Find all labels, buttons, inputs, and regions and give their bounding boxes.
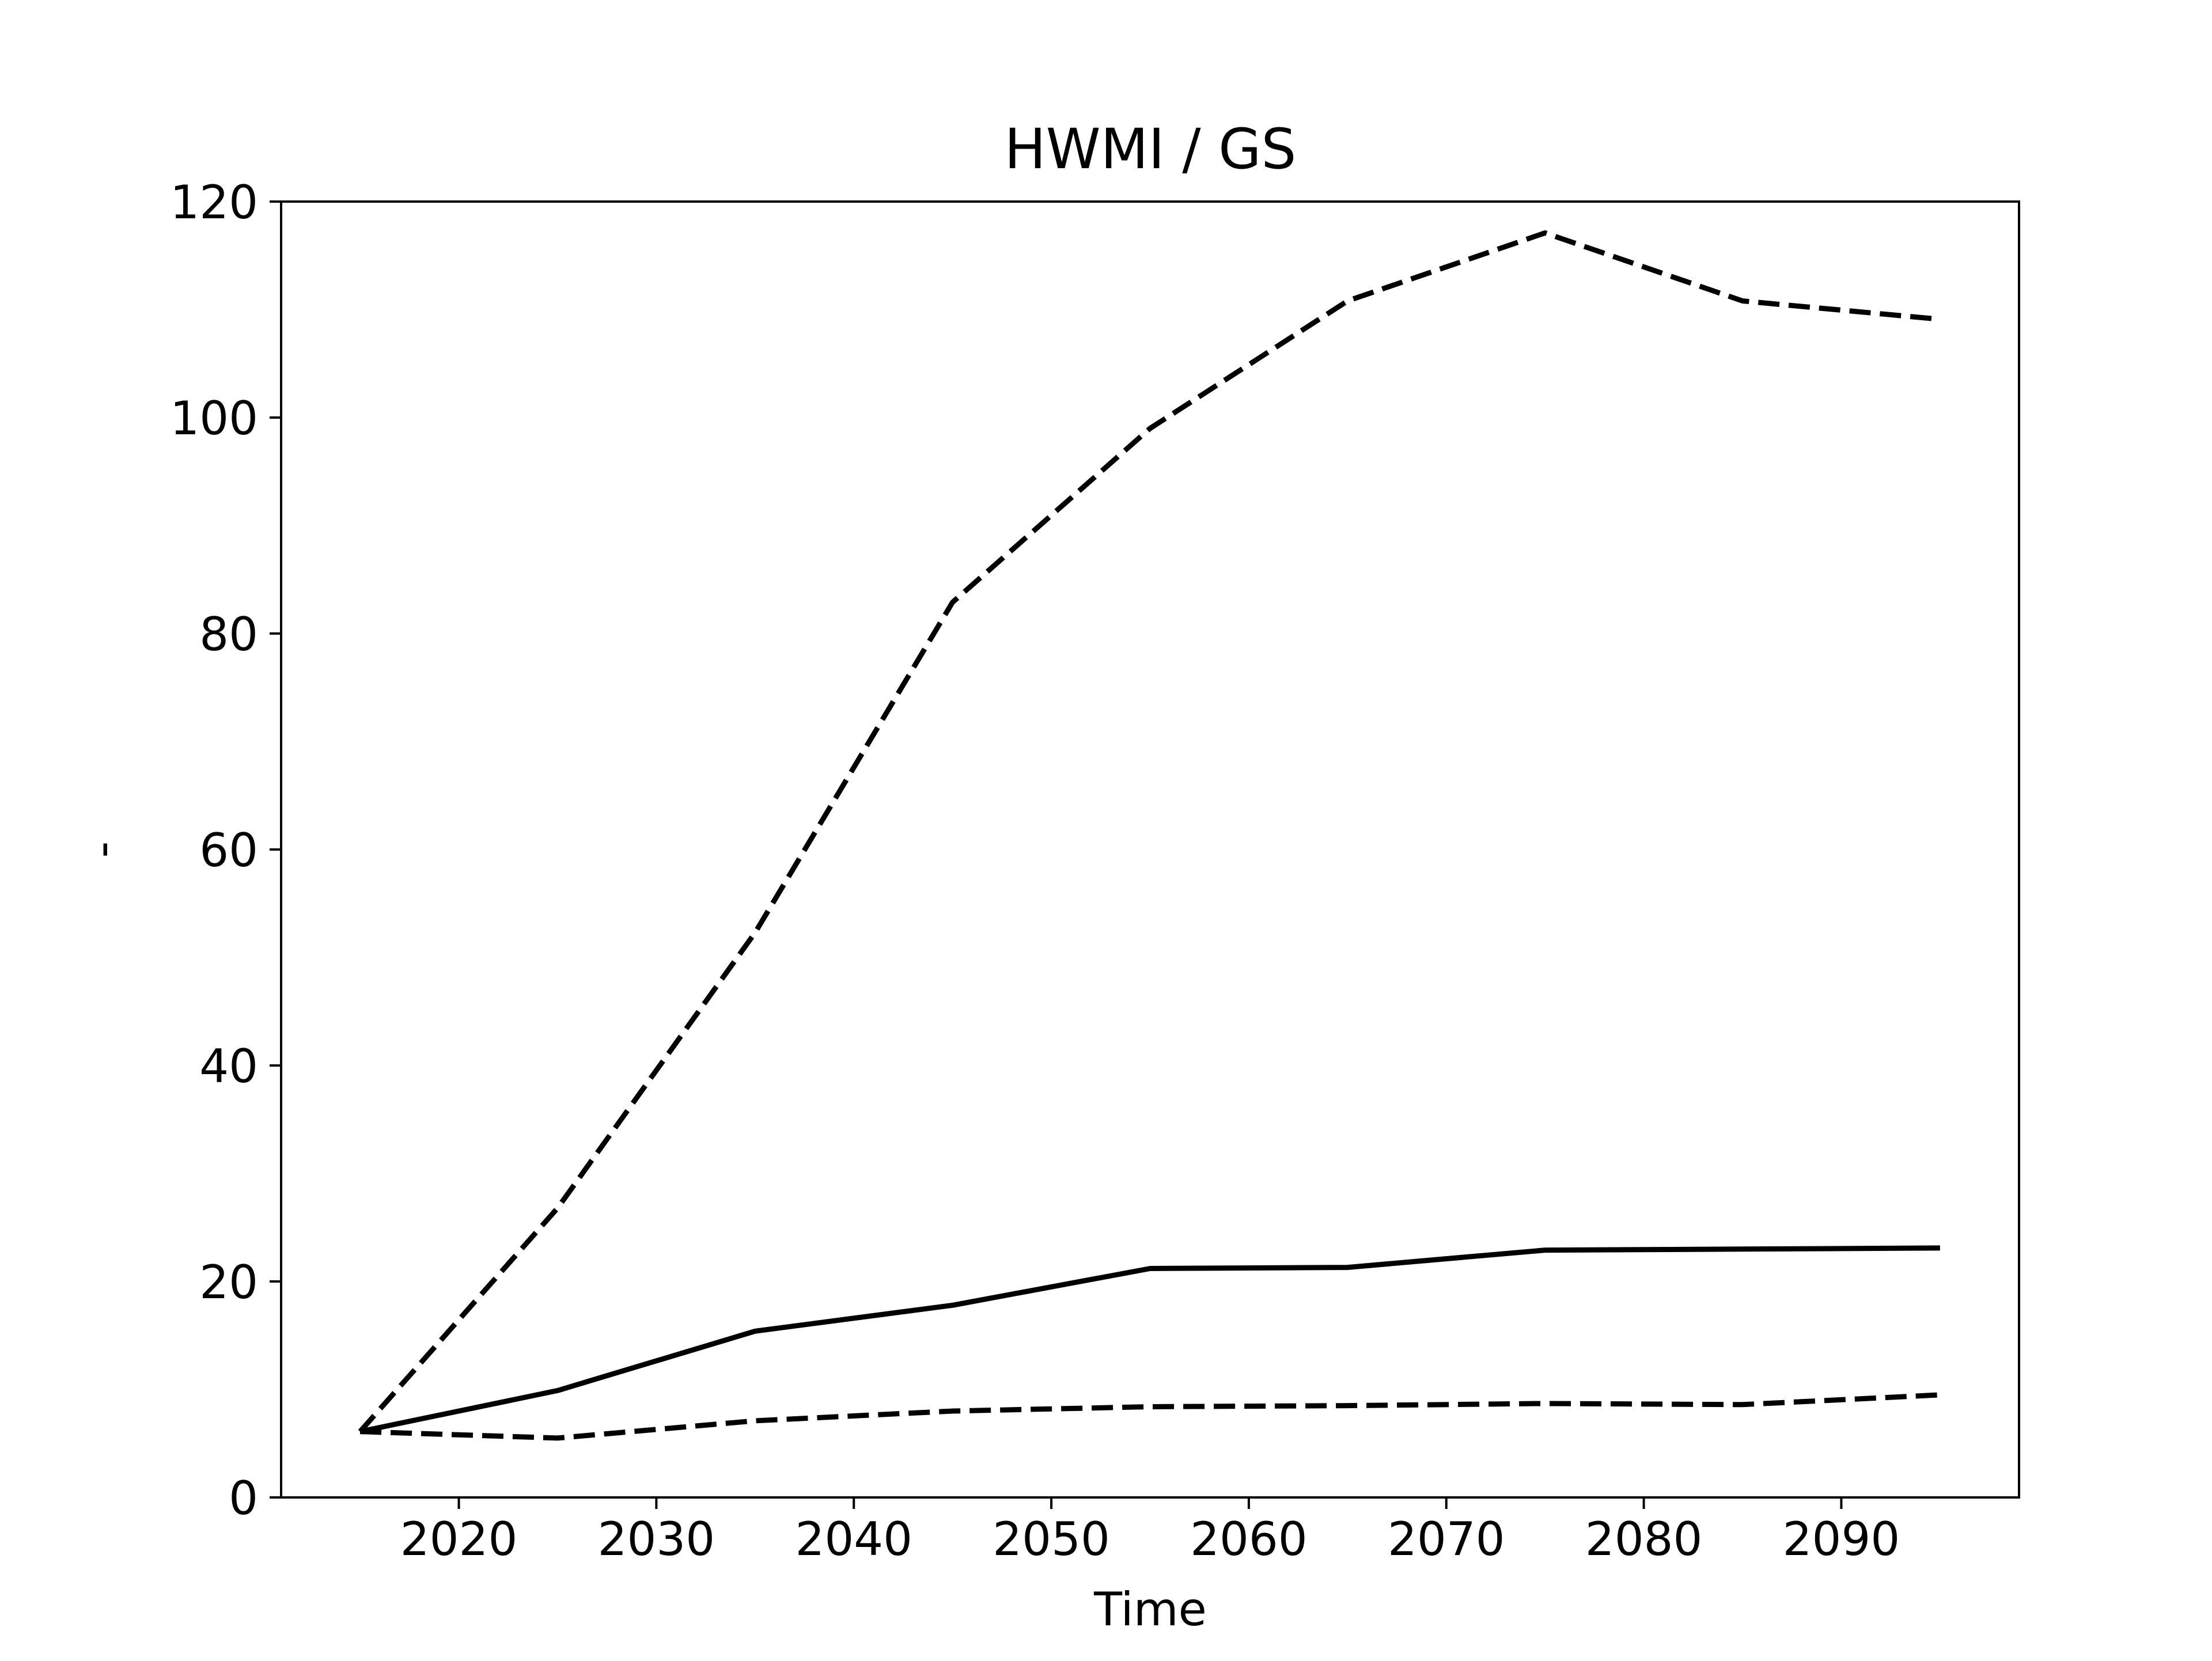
y-tick-label-100: 100 — [170, 392, 258, 445]
x-tick-label-2090: 2090 — [1783, 1512, 1900, 1566]
x-axis-label: Time — [1093, 1583, 1207, 1636]
series-line-2 — [358, 230, 1941, 1434]
x-tick-label-2040: 2040 — [795, 1512, 912, 1566]
x-tick-label-2050: 2050 — [993, 1512, 1110, 1566]
series-line-3 — [359, 1392, 1941, 1441]
x-tick-label-2070: 2070 — [1388, 1512, 1505, 1566]
x-tick-label-2080: 2080 — [1585, 1512, 1703, 1566]
chart-title: HWMI / GS — [1005, 117, 1297, 181]
y-tick-label-80: 80 — [199, 608, 258, 661]
y-tick-label-0: 0 — [229, 1472, 258, 1525]
x-tick-label-2060: 2060 — [1190, 1512, 1308, 1566]
y-axis-label: - — [75, 841, 129, 858]
plot-area: 2020 2030 2040 2050 2060 2070 2080 209002040608… — [170, 176, 2020, 1566]
x-tick-label-2020: 2020 — [400, 1512, 518, 1566]
x-tick-label-2030: 2030 — [598, 1512, 715, 1566]
y-tick-label-20: 20 — [199, 1256, 258, 1309]
series-line-1 — [359, 1245, 1940, 1435]
y-tick-label-120: 120 — [170, 176, 258, 229]
y-tick-label-40: 40 — [199, 1040, 258, 1093]
y-tick-label-60: 60 — [199, 824, 258, 877]
